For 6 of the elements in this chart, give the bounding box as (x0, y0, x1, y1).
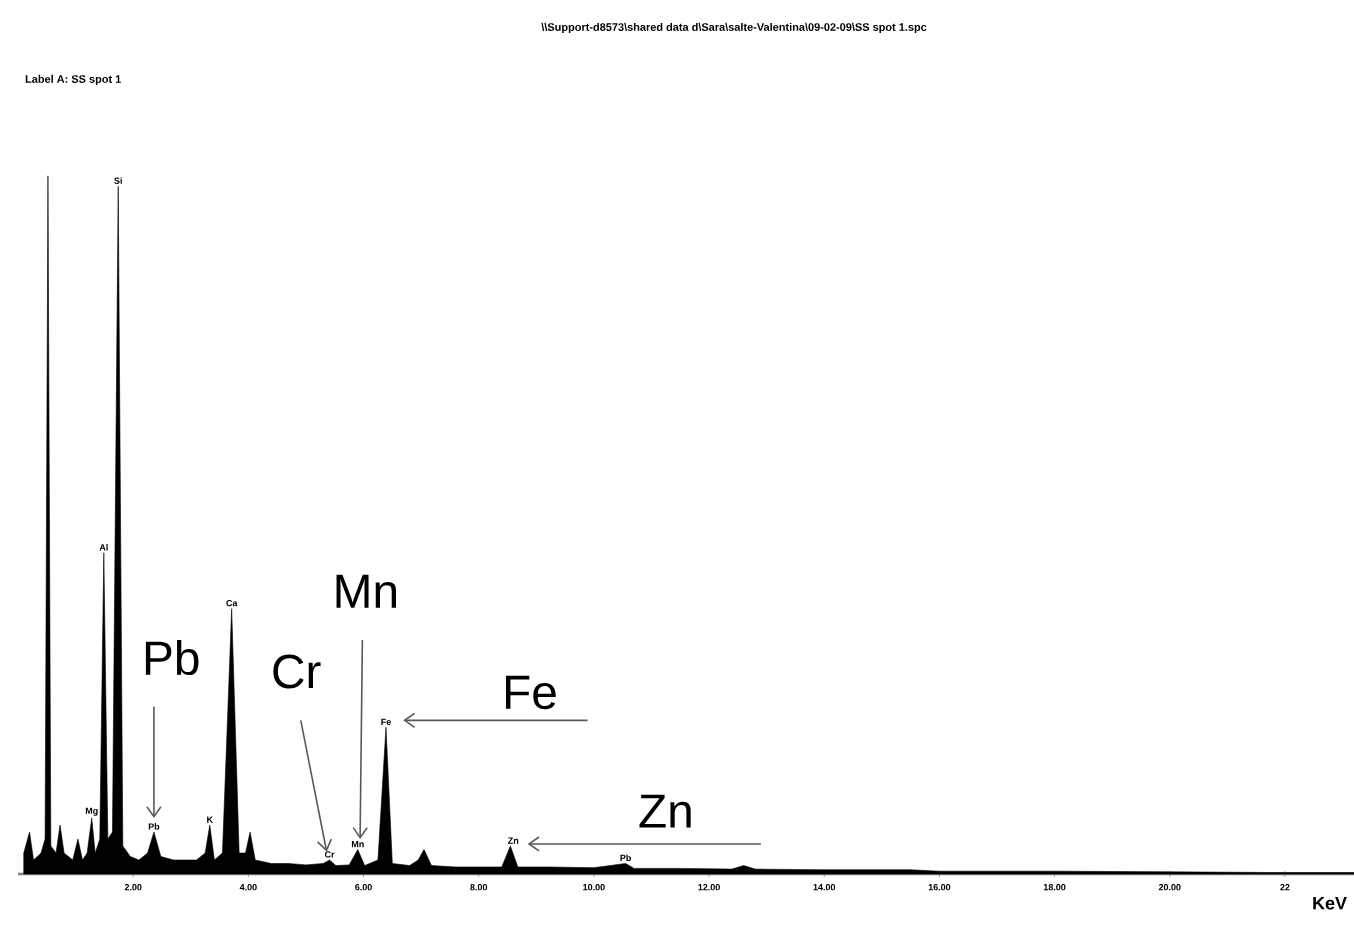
annotation: Pb (145, 639, 199, 676)
annotation: Mn (336, 574, 396, 608)
annotation: Fe (505, 675, 556, 710)
annotation: Zn (639, 794, 691, 828)
x-axis-title: KeV (1313, 897, 1347, 910)
annotation: Cr (273, 654, 321, 689)
